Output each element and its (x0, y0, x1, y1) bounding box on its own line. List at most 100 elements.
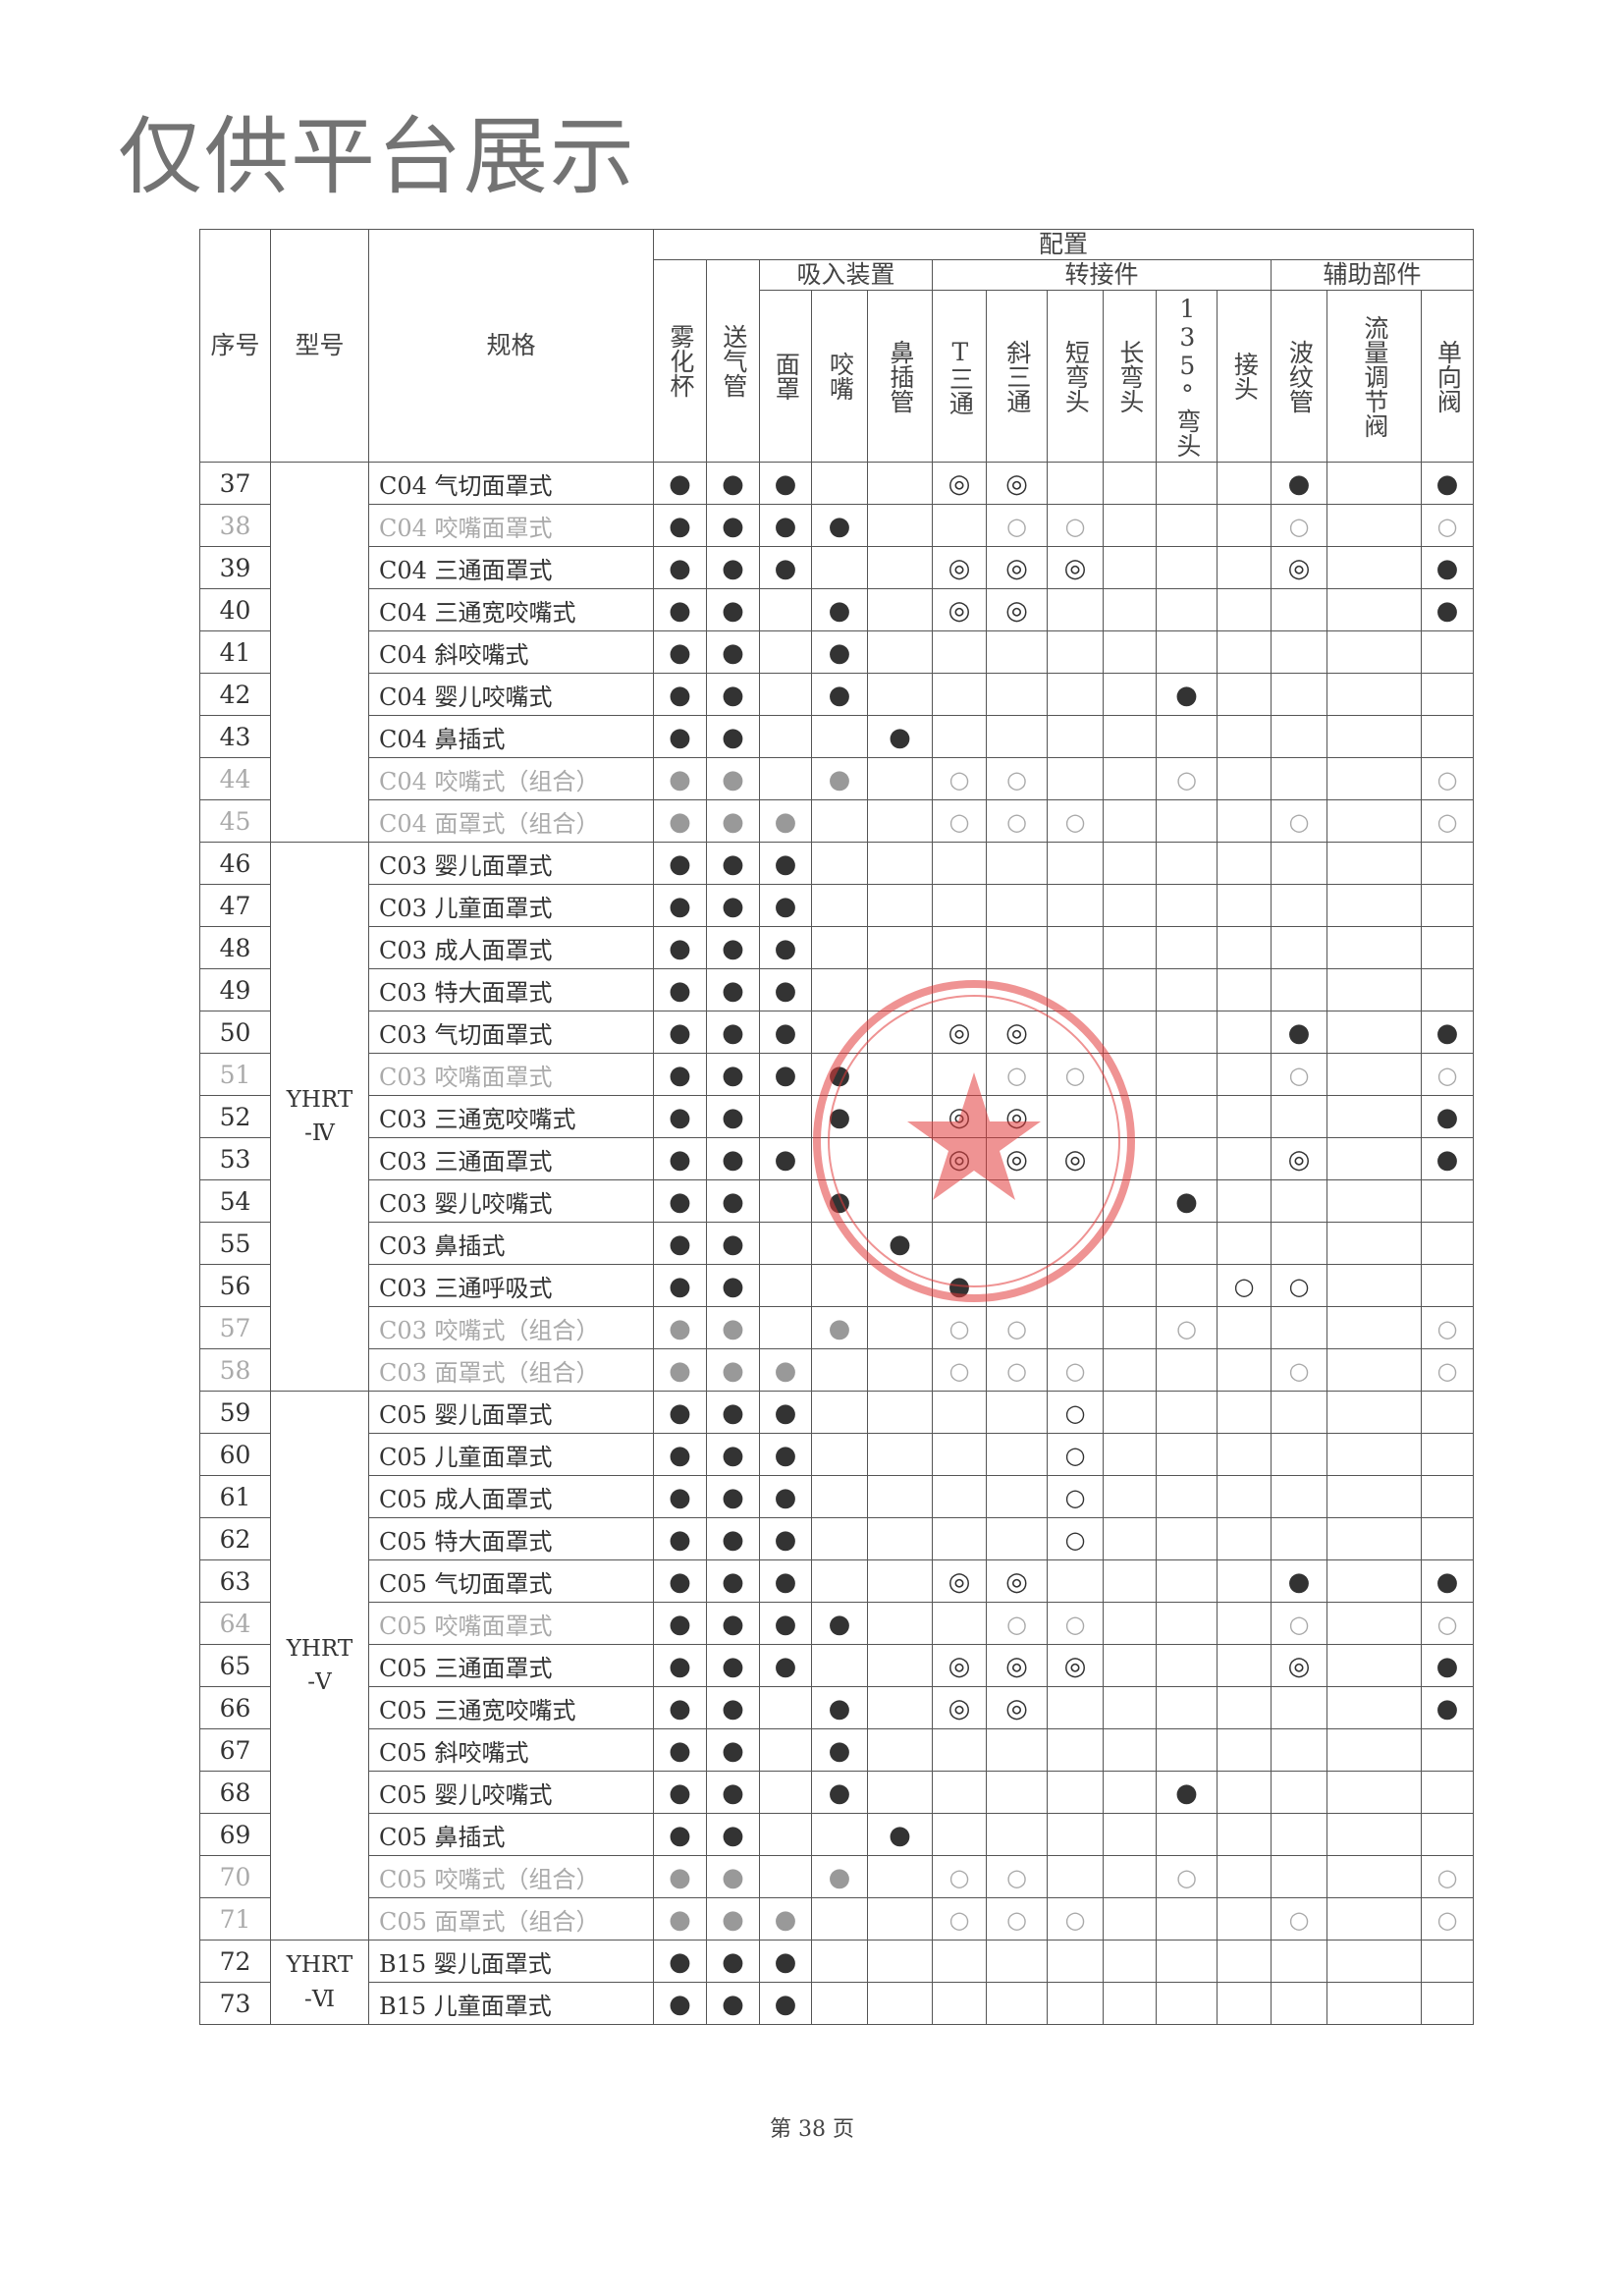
config-cell: ● (706, 1686, 760, 1729)
row-number: 60 (199, 1433, 271, 1476)
filled-circle-icon: ● (722, 1609, 744, 1639)
config-cell (1156, 799, 1218, 843)
config-cell: ● (706, 1011, 760, 1054)
config-cell (1047, 884, 1104, 927)
config-cell (1326, 1391, 1422, 1434)
filled-circle-icon: ● (774, 1651, 797, 1681)
filled-circle-icon: ● (774, 1355, 797, 1386)
double-circle-icon: ◎ (1287, 553, 1311, 583)
config-cell (1271, 757, 1327, 800)
filled-circle-icon: ● (722, 1186, 744, 1217)
config-cell (1421, 1517, 1474, 1560)
config-cell: ● (1421, 462, 1474, 505)
double-circle-icon: ◎ (1005, 1144, 1028, 1175)
double-circle-icon: ◎ (947, 1651, 971, 1681)
config-cell (1217, 1179, 1272, 1223)
config-cell: ● (1421, 588, 1474, 631)
config-cell (1326, 1686, 1422, 1729)
config-cell: ● (706, 1771, 760, 1814)
column-header-label: 斜三通 (1002, 339, 1032, 413)
config-cell: ○ (986, 1897, 1048, 1941)
open-circle-icon: ○ (1006, 1314, 1027, 1342)
row-number: 51 (199, 1053, 271, 1096)
config-cell (1217, 504, 1272, 547)
config-cell (1047, 926, 1104, 969)
config-cell: ● (653, 926, 707, 969)
filled-circle-icon: ● (669, 1820, 691, 1850)
config-cell (811, 1137, 868, 1180)
config-cell (1421, 1475, 1474, 1518)
filled-circle-icon: ● (669, 1862, 691, 1892)
open-circle-icon: ○ (1006, 765, 1027, 793)
config-cell: ● (706, 673, 760, 716)
config-cell (759, 588, 812, 631)
config-cell: ○ (1421, 1602, 1474, 1645)
filled-circle-icon: ● (828, 764, 851, 794)
filled-circle-icon: ● (722, 553, 744, 583)
config-cell: ● (811, 1179, 868, 1223)
filled-circle-icon: ● (722, 1566, 744, 1597)
open-circle-icon: ○ (1288, 807, 1310, 836)
config-cell: ● (706, 799, 760, 843)
row-number: 52 (199, 1095, 271, 1138)
config-cell: ○ (932, 1897, 987, 1941)
config-cell: ● (706, 1940, 760, 1983)
config-cell: ● (1156, 1771, 1218, 1814)
config-cell: ● (759, 1391, 812, 1434)
filled-circle-icon: ● (722, 1946, 744, 1977)
spec-cell: C04 婴儿咬嘴式 (368, 673, 654, 716)
filled-circle-icon: ● (669, 595, 691, 626)
config-cell: ○ (1047, 504, 1104, 547)
config-cell (867, 1517, 933, 1560)
row-number: 61 (199, 1475, 271, 1518)
config-cell: ● (1421, 546, 1474, 589)
config-cell: ● (653, 1348, 707, 1392)
table-row: 59 YHRT-Ⅴ C05 婴儿面罩式 ● ● ● ○ (199, 1391, 1474, 1941)
open-circle-icon: ○ (1176, 1314, 1197, 1342)
open-circle-icon: ○ (1288, 1905, 1310, 1934)
row-number: 72 (199, 1940, 271, 1983)
filled-circle-icon: ● (828, 1777, 851, 1808)
filled-circle-icon: ● (669, 722, 691, 752)
column-header-label: 长弯头 (1115, 339, 1145, 413)
filled-circle-icon: ● (722, 1777, 744, 1808)
filled-circle-icon: ● (722, 1651, 744, 1681)
double-circle-icon: ◎ (947, 1017, 971, 1048)
spec-cell: C04 咬嘴式（组合） (368, 757, 654, 800)
column-header-label: 135°弯头 (1172, 295, 1202, 458)
config-cell (1421, 1813, 1474, 1856)
config-cell (1421, 1982, 1474, 2025)
config-cell (1326, 1897, 1422, 1941)
open-circle-icon: ○ (948, 1314, 970, 1342)
config-cell: ◎ (932, 1559, 987, 1603)
page-number: 第 38 页 (770, 2117, 854, 2142)
config-cell (932, 630, 987, 674)
config-cell: ○ (1421, 757, 1474, 800)
config-cell: ◎ (932, 1011, 987, 1054)
row-number: 49 (199, 968, 271, 1011)
spec-cell: C05 儿童面罩式 (368, 1433, 654, 1476)
table-row: 41 C04 斜咬嘴式 ● ● ● (199, 630, 1474, 674)
config-cell (932, 968, 987, 1011)
spec-cell: C03 咬嘴面罩式 (368, 1053, 654, 1096)
config-cell: ◎ (1271, 1137, 1327, 1180)
config-cell (1047, 673, 1104, 716)
config-cell: ● (706, 1602, 760, 1645)
config-cell (1326, 757, 1422, 800)
config-cell (932, 715, 987, 758)
config-cell (811, 884, 868, 927)
open-circle-icon: ○ (1436, 512, 1458, 540)
config-cell: ● (653, 1982, 707, 2025)
config-cell (811, 546, 868, 589)
config-cell (1421, 1771, 1474, 1814)
filled-circle-icon: ● (1175, 1186, 1198, 1217)
config-cell: ● (706, 1644, 760, 1687)
config-cell: ● (759, 799, 812, 843)
header-model: 型号 (270, 229, 369, 463)
config-cell: ○ (932, 757, 987, 800)
config-cell: ● (653, 588, 707, 631)
config-cell: ● (1156, 673, 1218, 716)
config-cell (1326, 1433, 1422, 1476)
config-cell: ◎ (986, 1559, 1048, 1603)
open-circle-icon: ○ (1064, 1525, 1086, 1554)
